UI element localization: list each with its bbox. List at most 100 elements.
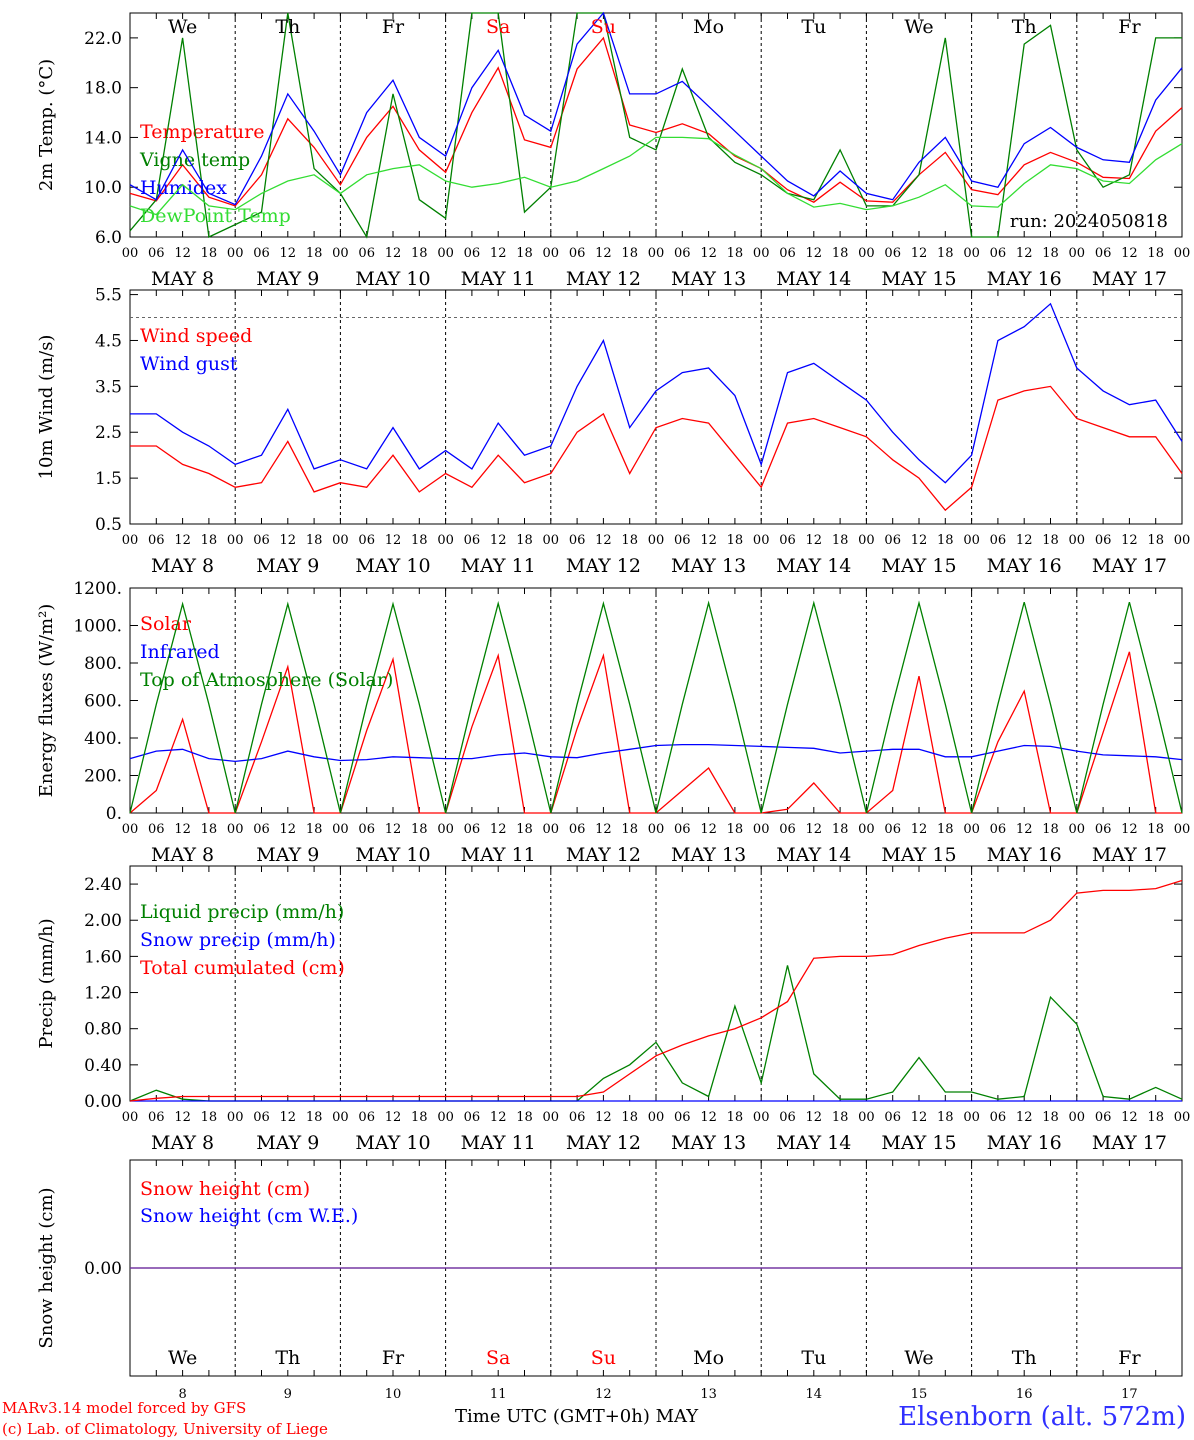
hour-tick-label: 00 (122, 822, 139, 837)
y-tick-label: 0.00 (84, 1092, 122, 1112)
hour-tick-label: 18 (727, 246, 744, 261)
hour-tick-label: 00 (963, 1110, 980, 1125)
series-line-temperature (129, 36, 1183, 207)
hour-tick-label: 00 (1069, 822, 1086, 837)
hour-tick-label: 18 (1042, 822, 1059, 837)
y-tick-label: 1.60 (84, 947, 122, 967)
y-tick-label: 14.0 (84, 128, 122, 148)
hour-tick-label: 12 (700, 822, 717, 837)
date-label: MAY 9 (256, 844, 319, 866)
hour-tick-label: 00 (543, 246, 560, 261)
hour-tick-label: 18 (411, 246, 428, 261)
hour-tick-label: 00 (437, 822, 454, 837)
date-label: MAY 13 (671, 555, 746, 577)
series-line-vigne-temp (129, 12, 1182, 239)
hour-tick-label: 18 (832, 533, 849, 548)
y-tick-label: 1200. (73, 579, 122, 599)
weekday-label: Th (1012, 16, 1037, 38)
series-line-wind-gust (130, 302, 1183, 484)
hour-tick-label: 06 (358, 533, 375, 548)
hour-tick-label: 18 (1042, 246, 1059, 261)
legend-entry: Solar (140, 613, 192, 635)
hour-tick-label: 00 (122, 533, 139, 548)
date-label: MAY 16 (987, 555, 1062, 577)
date-label: MAY 11 (461, 1132, 536, 1154)
date-label: MAY 16 (987, 268, 1062, 290)
hour-tick-label: 12 (1121, 1110, 1138, 1125)
date-label: MAY 14 (776, 268, 851, 290)
hour-tick-label: 12 (385, 533, 402, 548)
date-label: MAY 11 (461, 844, 536, 866)
y-axis-label: 10m Wind (m/s) (36, 335, 57, 480)
hour-tick-label: 06 (674, 246, 691, 261)
date-label: MAY 15 (881, 268, 956, 290)
y-tick-label: 600. (84, 692, 122, 712)
hour-tick-label: 06 (674, 822, 691, 837)
hour-tick-label: 00 (227, 1110, 244, 1125)
hour-tick-label: 00 (963, 822, 980, 837)
model-label: MARv3.14 model forced by GFS (2, 1399, 247, 1417)
hour-tick-label: 12 (490, 1110, 507, 1125)
y-axis-label: Energy fluxes (W/m²) (36, 604, 57, 798)
hour-tick-label: 18 (621, 246, 638, 261)
hour-tick-label: 12 (280, 246, 297, 261)
weekday-label: Fr (1118, 16, 1141, 38)
hour-tick-label: 00 (227, 822, 244, 837)
hour-tick-label: 18 (937, 822, 954, 837)
legend-entry: Temperature (140, 121, 264, 143)
y-tick-label: 10.0 (84, 178, 122, 198)
hour-tick-label: 06 (884, 533, 901, 548)
date-label: MAY 16 (987, 844, 1062, 866)
hour-tick-label: 18 (621, 1110, 638, 1125)
credit-label: (c) Lab. of Climatology, University of L… (2, 1420, 328, 1438)
hour-tick-label: 00 (227, 533, 244, 548)
y-axis-label: Snow height (cm) (36, 1187, 57, 1348)
weekday-label: Fr (382, 16, 405, 38)
date-label: MAY 14 (776, 555, 851, 577)
date-label: MAY 17 (1092, 268, 1167, 290)
y-tick-label: 4.5 (95, 331, 122, 351)
hour-tick-label: 00 (648, 822, 665, 837)
hour-tick-label: 12 (1016, 246, 1033, 261)
y-tick-label: 6.0 (95, 228, 122, 248)
hour-tick-label: 12 (280, 822, 297, 837)
hour-tick-label: 18 (516, 1110, 533, 1125)
hour-tick-label: 00 (1069, 246, 1086, 261)
panel-frame (129, 587, 1183, 814)
date-label: MAY 13 (671, 1132, 746, 1154)
hour-tick-label: 12 (490, 246, 507, 261)
hour-tick-label: 18 (201, 822, 218, 837)
hour-tick-label: 12 (280, 533, 297, 548)
hour-tick-label: 00 (648, 246, 665, 261)
y-tick-label: 200. (84, 767, 122, 787)
hour-tick-label: 00 (122, 246, 139, 261)
date-label: MAY 15 (881, 844, 956, 866)
hour-tick-label: 12 (174, 246, 191, 261)
hour-tick-label: 18 (727, 533, 744, 548)
date-label: MAY 8 (151, 844, 214, 866)
hour-tick-label: 00 (858, 246, 875, 261)
hour-tick-label: 00 (1174, 822, 1191, 837)
y-tick-label: 5.5 (95, 286, 122, 306)
weekday-label: Th (275, 1347, 300, 1369)
hour-tick-label: 12 (1121, 533, 1138, 548)
hour-tick-label: 00 (753, 533, 770, 548)
hour-tick-label: 00 (963, 246, 980, 261)
hour-tick-label: 00 (858, 533, 875, 548)
hour-tick-label: 06 (358, 246, 375, 261)
hour-tick-label: 12 (911, 246, 928, 261)
hour-tick-label: 06 (674, 533, 691, 548)
hour-tick-label: 06 (253, 533, 270, 548)
hour-tick-label: 12 (1121, 246, 1138, 261)
hour-tick-label: 06 (253, 1110, 270, 1125)
weekday-label: Tu (801, 1347, 826, 1369)
hour-tick-label: 00 (1174, 1110, 1191, 1125)
hour-tick-label: 12 (1121, 822, 1138, 837)
date-label: MAY 17 (1092, 844, 1167, 866)
panel-energy: 0. 200. 400. 600. 800. 1000. 1200. Energy fluxe… (36, 579, 1190, 866)
y-tick-label: 0.5 (95, 515, 122, 535)
y-tick-label: 18.0 (84, 79, 122, 99)
date-label: MAY 17 (1092, 555, 1167, 577)
series-line-liquid-precip-mm-h- (129, 965, 1183, 1102)
date-label: MAY 10 (355, 268, 430, 290)
